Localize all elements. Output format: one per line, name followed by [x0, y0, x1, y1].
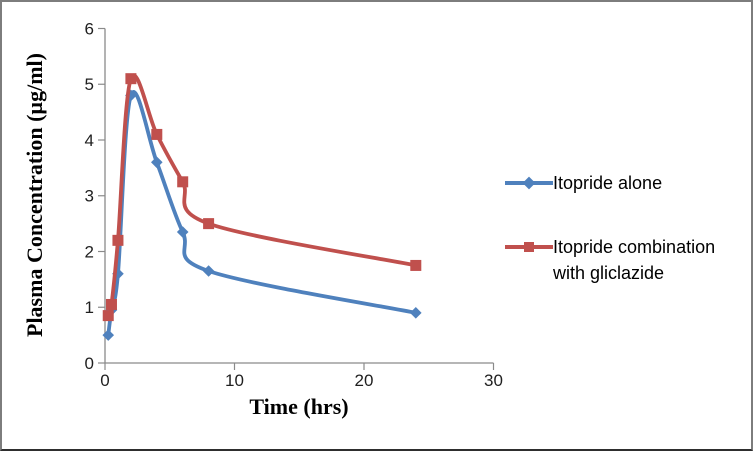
legend-sample-line	[505, 170, 553, 196]
legend: Itopride alone Itopride combination with…	[505, 2, 751, 286]
diamond-marker-icon	[522, 176, 536, 190]
y-axis-tick-label: 0	[85, 354, 94, 373]
data-point-marker	[151, 128, 163, 140]
data-point-marker	[102, 310, 114, 322]
data-point-marker	[410, 259, 422, 271]
legend-label: Itopride alone	[553, 173, 663, 193]
y-axis-tick-label: 1	[85, 298, 94, 317]
data-point-marker	[177, 176, 189, 188]
data-point-marker	[410, 307, 422, 319]
x-axis-tick-label: 0	[100, 371, 109, 390]
legend-item-itopride-alone: Itopride alone	[505, 170, 751, 196]
data-point-marker	[202, 265, 215, 277]
x-axis-tick-label: 30	[484, 371, 503, 390]
y-axis-tick-label: 6	[85, 19, 94, 38]
x-axis-tick-label: 10	[225, 371, 244, 390]
legend-item-itopride-combination: Itopride combination with gliclazide	[505, 234, 751, 286]
y-axis-tick-label: 4	[85, 131, 94, 150]
data-point-marker	[176, 226, 189, 238]
data-point-marker	[105, 298, 117, 310]
data-point-marker	[125, 73, 137, 85]
series-line-1	[106, 73, 418, 318]
square-marker-icon	[524, 242, 534, 252]
data-point-marker	[112, 234, 124, 246]
legend-label: Itopride combination with gliclazide	[553, 237, 716, 283]
x-axis-tick-label: 20	[355, 371, 374, 390]
data-point-marker	[151, 156, 163, 169]
y-axis-tick-label: 5	[85, 75, 94, 94]
axis-lines	[104, 28, 494, 364]
data-point-marker	[102, 329, 115, 341]
data-point-marker	[203, 218, 215, 230]
y-axis-title: Plasma Concentration (µg/ml)	[22, 53, 47, 337]
y-axis-tick-label: 2	[85, 242, 94, 261]
legend-sample-line	[505, 234, 553, 260]
x-axis-title: Time (hrs)	[249, 394, 349, 419]
y-axis-tick-label: 3	[85, 187, 94, 206]
